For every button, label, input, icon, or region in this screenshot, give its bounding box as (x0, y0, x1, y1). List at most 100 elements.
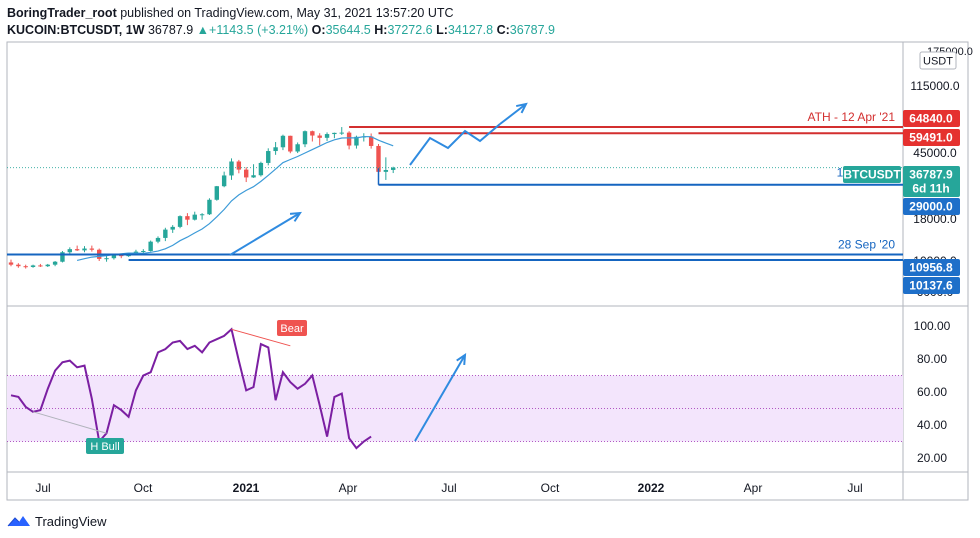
candle-down (288, 135, 293, 152)
price-marker-label: 29000.0 (909, 200, 953, 214)
symbol-legend: KUCOIN:BTCUSDT, 1W 36787.9 ▲+1143.5 (+3.… (7, 23, 555, 37)
candle-up (354, 136, 359, 146)
symbol-name[interactable]: KUCOIN:BTCUSDT, 1W (7, 23, 145, 37)
candle-up (251, 175, 256, 178)
candle-up (177, 216, 183, 227)
publish-info: BoringTrader_root published on TradingVi… (7, 6, 454, 20)
candle-down (89, 248, 95, 250)
price-marker (903, 180, 960, 197)
uptrend-arrow (229, 212, 301, 256)
candle-up (148, 241, 153, 251)
candle-up (52, 261, 58, 265)
time-tick: Jul (847, 481, 862, 495)
time-tick: Oct (541, 481, 560, 495)
footer: TradingView (7, 511, 107, 531)
rsi-line (10, 327, 372, 450)
candle-up (258, 162, 264, 176)
symbol-tag (843, 166, 901, 183)
candle-up (170, 226, 175, 230)
rsi-arrow-head (456, 353, 467, 366)
rsi-tick: 100.00 (914, 319, 951, 333)
low-label: L: (436, 23, 448, 37)
candle-down (376, 145, 381, 172)
price-change: +1143.5 (+3.21%) (209, 23, 309, 37)
sep-label: 28 Sep '20 (838, 237, 895, 251)
rsi-arrow (414, 354, 466, 442)
open-label: O: (311, 23, 326, 37)
candle-down (310, 131, 315, 136)
axes: 175000.0USDT115000.045000.018000.010000.… (35, 46, 973, 495)
bear-label: Bear (280, 323, 304, 335)
bear-badge (277, 320, 307, 336)
candle-up (82, 248, 87, 251)
candle-up (391, 167, 396, 170)
rsi-tick: 60.00 (917, 385, 947, 399)
price-marker-label: 10137.6 (909, 279, 953, 293)
low-value: 34127.8 (447, 23, 494, 37)
candle-up (266, 151, 271, 163)
candle-up (273, 147, 278, 152)
candle-up (60, 252, 65, 262)
price-marker-label: 36787.9 (909, 168, 953, 182)
price-marker-label: 59491.0 (909, 131, 953, 145)
bull-divergence-line (32, 411, 107, 434)
rsi-tick: 20.00 (917, 451, 947, 465)
candle-up (339, 132, 344, 134)
last-price: 36787.9 (147, 23, 194, 37)
up-triangle-icon: ▲ (196, 23, 210, 37)
candle-down (244, 169, 249, 178)
time-tick: Jul (441, 481, 456, 495)
price-marker (903, 259, 960, 276)
candle-up (141, 250, 146, 252)
publisher-name[interactable]: BoringTrader_root (7, 6, 117, 20)
price-tick: 18000.0 (913, 212, 957, 226)
moving-average-line (76, 135, 394, 261)
candle-up (104, 258, 109, 260)
price-marker-label: 64840.0 (909, 112, 953, 126)
candle-up (383, 170, 389, 172)
candle-up (199, 214, 205, 216)
price-marker-label: 10956.8 (909, 261, 953, 275)
candle-down (8, 262, 14, 265)
candle-down (74, 249, 80, 251)
projection-arrow-head (516, 102, 528, 114)
projection-path (409, 123, 501, 166)
projection-arrow (499, 103, 527, 125)
candle-up (111, 254, 117, 259)
candle-down (346, 132, 352, 146)
footer-brand[interactable]: TradingView (35, 513, 107, 529)
candle-up (302, 131, 308, 145)
candle-up (295, 144, 300, 152)
hbull-badge (86, 438, 124, 454)
price-marker (903, 166, 960, 183)
candle-up (332, 132, 337, 135)
publish-date: published on TradingView.com, May 31, 20… (120, 6, 454, 20)
candle-down (23, 266, 28, 268)
candle-up (214, 186, 219, 200)
price-marker (903, 110, 960, 127)
symbol-tag-label: BTCUSDT (843, 168, 901, 182)
rsi-tick: 40.00 (917, 418, 947, 432)
high-label: H: (374, 23, 388, 37)
tradingview-logo-icon[interactable] (7, 513, 31, 529)
price-marker (903, 277, 960, 294)
high-value: 37272.6 (387, 23, 433, 37)
chart-border (6, 41, 969, 501)
time-tick: Apr (744, 481, 763, 495)
ath-label: ATH - 12 Apr '21 (808, 110, 896, 124)
time-tick: 2022 (638, 481, 665, 495)
time-tick: Jul (35, 481, 50, 495)
candle-up (324, 134, 330, 138)
time-tick: Apr (339, 481, 358, 495)
candle-down (185, 216, 190, 220)
candle-up (280, 135, 286, 148)
close-label: C: (496, 23, 510, 37)
candle-down (38, 265, 43, 267)
price-tick: 115000.0 (910, 79, 959, 93)
unit-label: USDT (923, 56, 953, 68)
price-marker-label: 6d 11h (912, 182, 949, 196)
candle-down (16, 264, 21, 267)
bear-divergence-line (231, 328, 291, 347)
